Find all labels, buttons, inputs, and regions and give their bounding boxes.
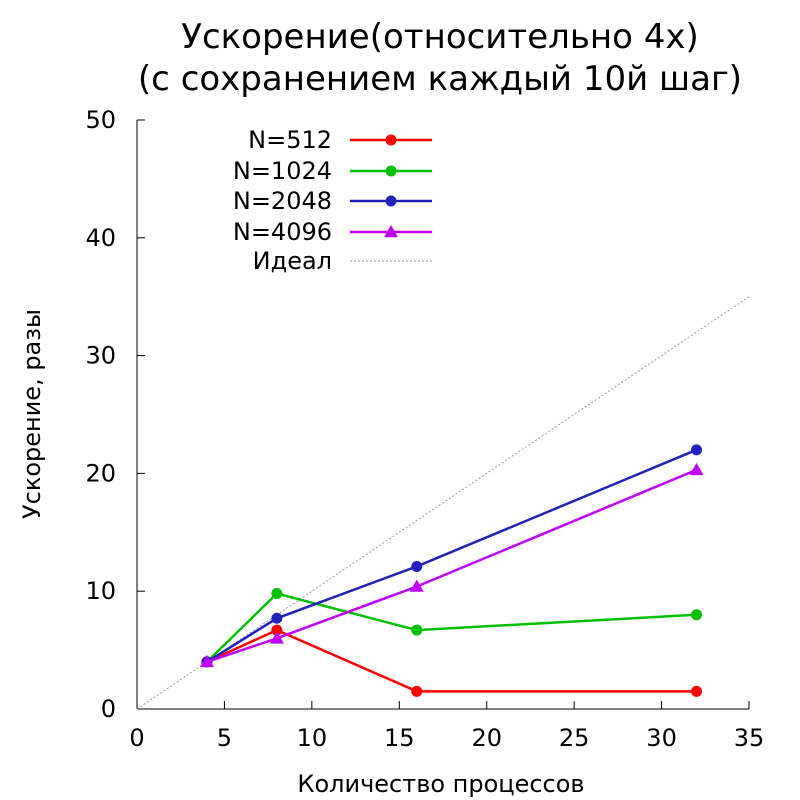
x-tick-label: 0	[129, 724, 144, 752]
legend-label: N=1024	[233, 157, 332, 185]
data-point	[271, 612, 283, 624]
series-line	[206, 468, 698, 664]
data-point	[411, 560, 423, 572]
data-point	[269, 631, 284, 644]
x-axis-ticks: 0 5 10 15 20 25 30 35	[129, 701, 764, 752]
y-tick-label: 40	[85, 224, 116, 252]
data-point	[691, 685, 703, 697]
series-line	[206, 628, 697, 693]
y-axis-label: Ускорение, разы	[18, 309, 46, 519]
x-tick-label: 25	[559, 724, 590, 752]
legend-swatch-marker	[384, 225, 398, 238]
x-tick-label: 20	[471, 724, 502, 752]
data-point	[199, 654, 214, 668]
data-point	[411, 624, 423, 636]
data-point	[691, 444, 703, 456]
data-point	[689, 462, 704, 476]
y-axis-ticks: 0 10 20 30 40 50	[85, 106, 145, 723]
y-tick-label: 20	[85, 459, 116, 487]
data-point	[691, 609, 703, 621]
y-tick-label: 30	[85, 342, 116, 370]
series-lines	[199, 444, 704, 697]
series-n-4096	[199, 462, 704, 668]
series-line	[206, 448, 698, 663]
legend-label: N=4096	[233, 218, 332, 246]
x-tick-label: 10	[297, 724, 328, 752]
series-n-2048	[201, 444, 703, 668]
x-tick-label: 30	[646, 724, 677, 752]
x-tick-label: 15	[384, 724, 415, 752]
data-point	[409, 579, 424, 592]
y-tick-label: 50	[85, 106, 116, 134]
legend-label: Идеал	[253, 247, 332, 275]
plot-frame	[136, 120, 749, 710]
legend-swatch-marker	[385, 165, 397, 177]
ideal-line	[136, 296, 750, 710]
x-tick-label: 35	[734, 724, 765, 752]
legend-swatch-marker	[385, 195, 397, 207]
legend-label: N=512	[248, 126, 332, 154]
data-point	[271, 624, 283, 636]
y-tick-label: 0	[101, 695, 116, 723]
ideal-line-group	[136, 296, 750, 710]
data-point	[271, 588, 283, 600]
x-tick-label: 5	[217, 724, 232, 752]
data-point	[411, 685, 423, 697]
y-tick-label: 10	[85, 577, 116, 605]
legend-label: N=2048	[233, 187, 332, 215]
legend-swatch-marker	[385, 134, 397, 146]
chart-title-line-1: Ускорение(относительно 4x)	[181, 17, 699, 57]
chart-title-line-2: (с сохранением каждый 10й шаг)	[138, 59, 742, 99]
x-axis-label: Количество процессов	[297, 770, 584, 798]
